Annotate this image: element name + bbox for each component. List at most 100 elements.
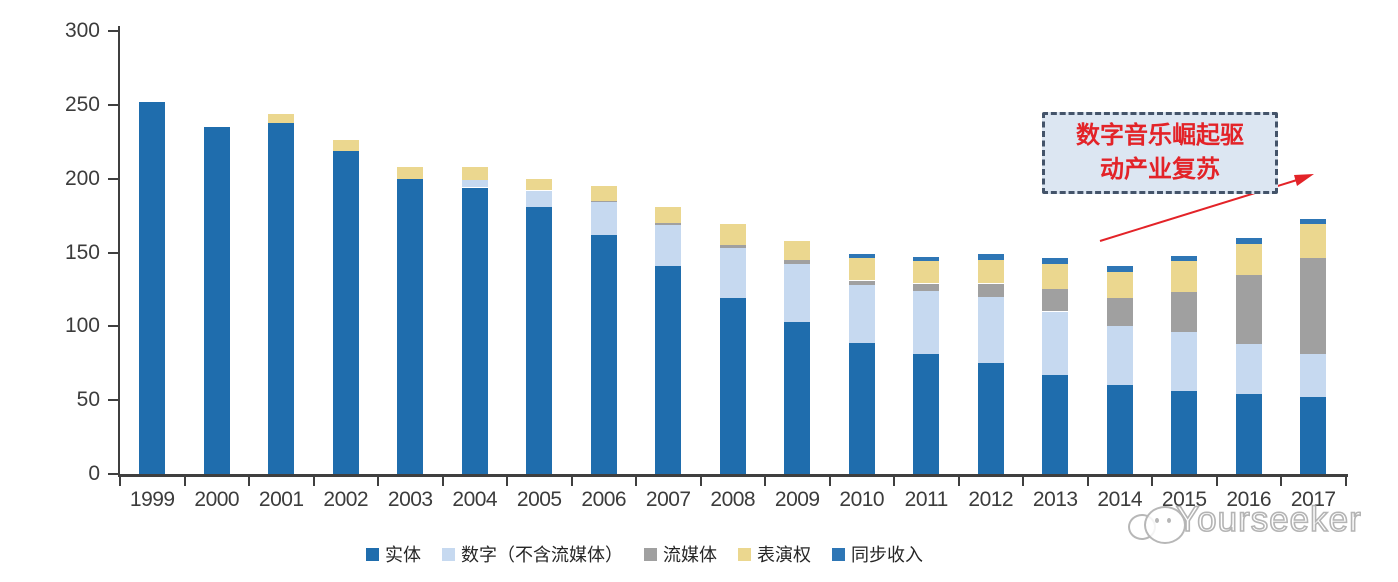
x-axis-label: 1999 [129,488,175,511]
bar-segment-2001 [268,113,295,123]
bar-segment-2017 [1300,224,1327,259]
x-axis-label: 2010 [839,488,885,511]
annotation-text-line1: 数字音乐崛起驱 [1076,122,1244,149]
bar-segment-2016 [1235,243,1262,275]
bar-segment-2006 [590,186,617,201]
bar-segment-2004 [461,180,488,188]
bar-segment-2003 [397,178,424,474]
bar-segment-2017 [1300,258,1327,355]
bar-segment-2002 [332,150,359,474]
legend-marker [644,547,657,561]
y-axis-tick [107,103,118,106]
bar-segment-2008 [719,224,746,246]
bar-segment-2011 [913,261,940,284]
annotation-callout: 数字音乐崛起驱 动产业复苏 [1042,112,1278,194]
bar-segment-2015 [1171,255,1198,262]
legend-item: 同步收入 [832,541,923,567]
y-axis-tick [107,30,118,32]
x-axis-label: 2009 [774,488,820,511]
y-axis-tick-label: 150 [64,240,100,264]
bar-segment-2017 [1300,218,1327,225]
bar-segment-2002 [332,140,359,151]
bar-segment-2016 [1235,274,1262,344]
bar-segment-2014 [1106,271,1133,299]
bar-segment-2016 [1235,237,1262,244]
bar-segment-2013 [1042,258,1069,265]
x-axis-tick [1151,476,1153,486]
x-axis-tick [764,476,766,486]
bar-segment-2003 [397,166,424,179]
bar-segment-2013 [1042,264,1069,290]
x-axis-label: 2011 [904,488,949,511]
legend-label: 流媒体 [663,545,717,565]
legend-marker [442,547,455,561]
x-axis-tick [1344,476,1347,486]
x-axis-tick [183,476,186,486]
bar-segment-2005 [526,206,553,474]
bar-segment-2010 [848,258,875,281]
y-axis-tick [107,177,118,180]
bar-segment-2012 [977,259,1004,284]
x-axis-label: 2008 [710,488,756,511]
bar-segment-2004 [461,166,488,181]
bar-segment-2010 [848,254,875,259]
bar-segment-2015 [1171,261,1198,293]
bar-segment-2017 [1300,354,1327,398]
bar-segment-2015 [1171,391,1198,474]
bar-segment-2008 [719,298,746,474]
x-axis-label: 2005 [516,488,562,511]
x-axis-label: 2003 [387,488,433,511]
bar-segment-2000 [203,127,230,474]
bar-segment-2009 [784,240,811,260]
bar-segment-2013 [1042,375,1069,474]
bar-segment-2006 [590,200,617,203]
bar-segment-2016 [1235,394,1262,474]
x-axis-tick [635,476,637,486]
y-axis-tick-label: 0 [88,462,100,485]
bar-segment-2008 [719,245,746,249]
x-axis-label: 2013 [1032,488,1078,511]
bar-segment-2015 [1171,332,1198,392]
y-axis-tick-label: 100 [64,314,100,338]
bar-segment-2012 [977,363,1004,475]
bar-segment-2011 [913,256,940,262]
legend-item: 数字（不含流媒体） [442,541,623,567]
x-axis-tick [506,476,508,486]
y-axis-tick-label: 300 [64,19,100,42]
bar-segment-2007 [655,224,682,266]
bar-segment-2014 [1106,385,1133,474]
x-axis-label: 2001 [258,488,304,511]
watermark-eye-right [1167,518,1171,523]
bar-segment-2004 [461,187,488,474]
bar-segment-2010 [848,342,875,474]
x-axis-label: 2007 [645,488,691,511]
bar-segment-2008 [719,248,746,299]
bar-segment-2006 [590,234,617,474]
x-axis-tick [1086,476,1089,486]
legend-item: 表演权 [738,541,811,567]
watermark-text: Yourseeker [1175,499,1362,540]
legend-label: 数字（不含流媒体） [461,545,623,565]
annotation-text-line2: 动产业复苏 [1100,156,1220,183]
x-axis-tick [377,476,379,486]
x-axis-tick [828,476,831,486]
y-axis-tick [107,251,118,254]
bar-segment-2012 [977,296,1004,364]
x-axis-tick [1022,476,1024,486]
bar-segment-2009 [784,321,811,474]
x-axis-label: 2000 [194,488,240,511]
bar-segment-2013 [1042,289,1069,312]
legend-item: 流媒体 [644,541,717,567]
y-axis-tick-label: 250 [64,92,100,116]
x-axis-tick [1215,476,1218,486]
bar-segment-2010 [848,280,875,285]
bar-segment-2007 [655,206,682,223]
x-axis-label: 2006 [581,488,627,511]
watermark-chat-bubble-large [1144,506,1186,544]
bar-segment-2011 [913,283,940,291]
y-axis-line [117,26,120,477]
x-axis-tick [312,476,315,486]
y-axis-tick [107,473,118,475]
